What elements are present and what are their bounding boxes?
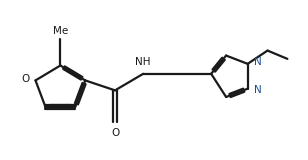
Text: NH: NH <box>136 57 151 67</box>
Text: N: N <box>254 57 261 67</box>
Text: N: N <box>254 85 261 95</box>
Text: Me: Me <box>53 26 68 36</box>
Text: O: O <box>22 74 30 84</box>
Text: O: O <box>111 128 119 138</box>
